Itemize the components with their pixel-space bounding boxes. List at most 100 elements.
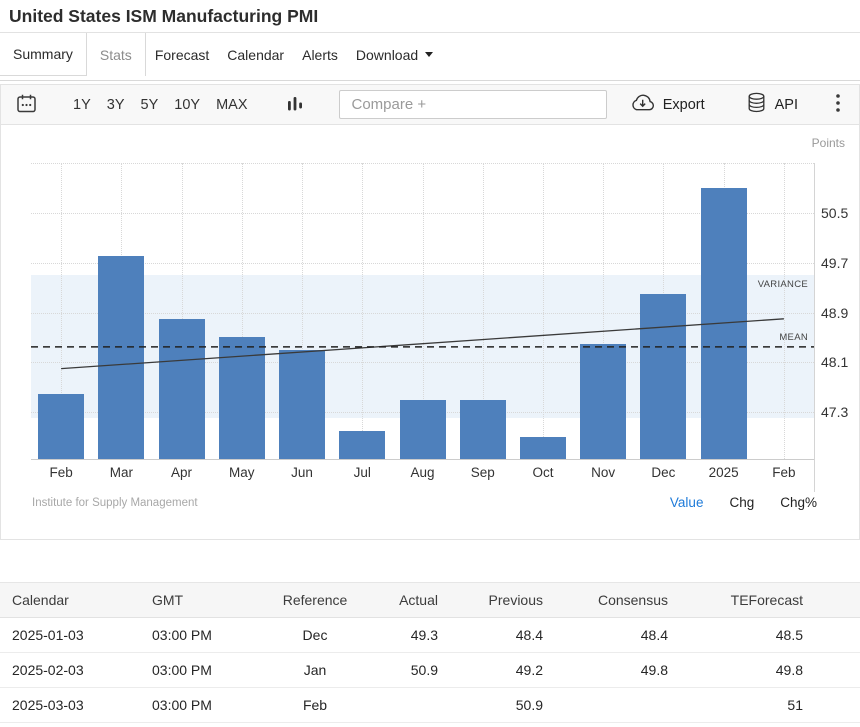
x-axis-tick-label: Feb: [49, 465, 73, 480]
bar-jun[interactable]: [279, 349, 326, 459]
export-button[interactable]: Export: [623, 92, 711, 117]
table-row: 2025-03-03 03:00 PM Feb 50.9 51: [0, 687, 860, 723]
range-button-1y[interactable]: 1Y: [65, 97, 99, 113]
x-axis-tick-label: Dec: [651, 465, 676, 480]
y-gridline: [31, 362, 814, 364]
range-button-3y[interactable]: 3Y: [99, 97, 133, 113]
x-axis-tick-label: Oct: [532, 465, 554, 480]
tab-stats[interactable]: Stats: [86, 33, 146, 76]
y-axis-tick-label: 48.1: [821, 354, 849, 371]
chart-type-button[interactable]: [285, 92, 305, 117]
tab-download[interactable]: Download: [347, 33, 442, 76]
x-axis-tick-label: Mar: [109, 465, 133, 480]
table-cell-previous: 50.9: [448, 687, 553, 723]
tab-label: Alerts: [302, 46, 338, 63]
range-button-5y[interactable]: 5Y: [133, 97, 167, 113]
caret-down-icon: [425, 52, 434, 57]
bar-dec[interactable]: [640, 293, 687, 459]
api-button[interactable]: API: [741, 91, 804, 118]
date-range-calendar-button[interactable]: [14, 91, 39, 119]
range-button-10y[interactable]: 10Y: [166, 97, 208, 113]
table-cell-consensus: 49.8: [553, 652, 678, 688]
kebab-menu-icon: [835, 93, 841, 116]
column-header-teforecast: TEForecast: [678, 582, 860, 618]
series-link-chg-[interactable]: Chg%: [780, 495, 817, 510]
section-gap: [0, 540, 860, 582]
column-header-previous: Previous: [448, 582, 553, 618]
table-cell-reference: Dec: [260, 617, 370, 653]
x-gridline: [603, 163, 605, 459]
tab-alerts[interactable]: Alerts: [293, 33, 347, 76]
table-cell-teforecast: 49.8: [678, 652, 860, 688]
bar-apr[interactable]: [158, 318, 205, 459]
series-link-value[interactable]: Value: [669, 495, 704, 510]
series-link-chg[interactable]: Chg: [729, 495, 755, 510]
tab-label: Stats: [99, 46, 132, 63]
tab-bar: Summary Stats Forecast Calendar Alerts Downlo…: [0, 33, 860, 81]
y-axis-tick-label: 50.5: [821, 204, 849, 221]
x-gridline: [302, 163, 304, 459]
tab-calendar[interactable]: Calendar: [218, 33, 293, 76]
x-gridline: [482, 163, 484, 459]
table-cell-previous: 48.4: [448, 617, 553, 653]
table-cell-gmt: 03:00 PM: [140, 652, 260, 688]
calendar-icon: [16, 93, 37, 117]
tab-label: Calendar: [227, 46, 285, 63]
x-axis-tick-label: May: [229, 465, 255, 480]
table-row: 2025-01-03 03:00 PM Dec 49.3 48.4 48.4 48.5: [0, 617, 860, 653]
y-gridline: [31, 262, 814, 264]
compare-input[interactable]: [339, 90, 608, 119]
y-gridline: [31, 163, 814, 164]
table-cell-consensus: [553, 687, 678, 723]
table-row: 2025-02-03 03:00 PM Jan 50.9 49.2 49.8 49.8: [0, 652, 860, 688]
cloud-download-icon: [629, 93, 656, 116]
x-axis-line: [31, 459, 814, 460]
x-axis-tick-label: Jun: [291, 465, 313, 480]
page-header: United States ISM Manufacturing PMI: [0, 0, 860, 33]
table-cell-teforecast: 51: [678, 687, 860, 723]
bar-mar[interactable]: [98, 256, 145, 459]
x-axis-tick-label: Feb: [772, 465, 796, 480]
x-axis-tick-label: 2025: [708, 465, 739, 480]
range-selector: 1Y 3Y 5Y 10Y MAX: [65, 97, 255, 113]
table-cell-gmt: 03:00 PM: [140, 617, 260, 653]
tab-summary[interactable]: Summary: [0, 33, 87, 76]
bar-nov[interactable]: [580, 343, 627, 459]
bar-sep[interactable]: [459, 399, 506, 459]
x-axis-tick-label: Jul: [353, 465, 371, 480]
bar-jul[interactable]: [339, 430, 386, 459]
source-attribution: Institute for Supply Management: [32, 497, 198, 509]
tab-forecast[interactable]: Forecast: [146, 33, 218, 76]
table-cell-reference: Feb: [260, 687, 370, 723]
x-axis-tick-label: Apr: [171, 465, 193, 480]
y-axis-unit-label: Points: [811, 136, 845, 150]
y-gridline: [31, 212, 814, 214]
series-mode-links: Value Chg Chg%: [670, 495, 817, 510]
x-axis-tick-label: Aug: [410, 465, 435, 480]
tab-label: Download: [355, 46, 419, 63]
database-icon: [747, 92, 766, 117]
table-header-row: Calendar GMT Reference Actual Previous Consen…: [0, 582, 860, 618]
x-gridline: [241, 163, 243, 459]
table-cell-calendar: 2025-03-03: [0, 687, 140, 723]
bar-oct[interactable]: [519, 437, 566, 459]
table-cell-previous: 49.2: [448, 652, 553, 688]
table-cell-actual: [370, 687, 448, 723]
bar-2025[interactable]: [700, 187, 747, 459]
column-header-consensus: Consensus: [553, 582, 678, 618]
y-axis-tick-label: 48.9: [821, 304, 849, 321]
x-gridline: [542, 163, 544, 459]
bar-feb[interactable]: [38, 393, 85, 459]
range-button-max[interactable]: MAX: [208, 97, 255, 113]
bar-aug[interactable]: [399, 399, 446, 459]
pmi-bar-chart: Points Institute for Supply Management V…: [1, 125, 859, 539]
api-label: API: [774, 96, 798, 113]
more-options-button[interactable]: [833, 91, 843, 118]
bar-may[interactable]: [218, 337, 265, 459]
calendar-table: Calendar GMT Reference Actual Previous Consen…: [0, 582, 860, 723]
table-cell-gmt: 03:00 PM: [140, 687, 260, 723]
x-gridline: [362, 163, 364, 459]
table-cell-calendar: 2025-02-03: [0, 652, 140, 688]
